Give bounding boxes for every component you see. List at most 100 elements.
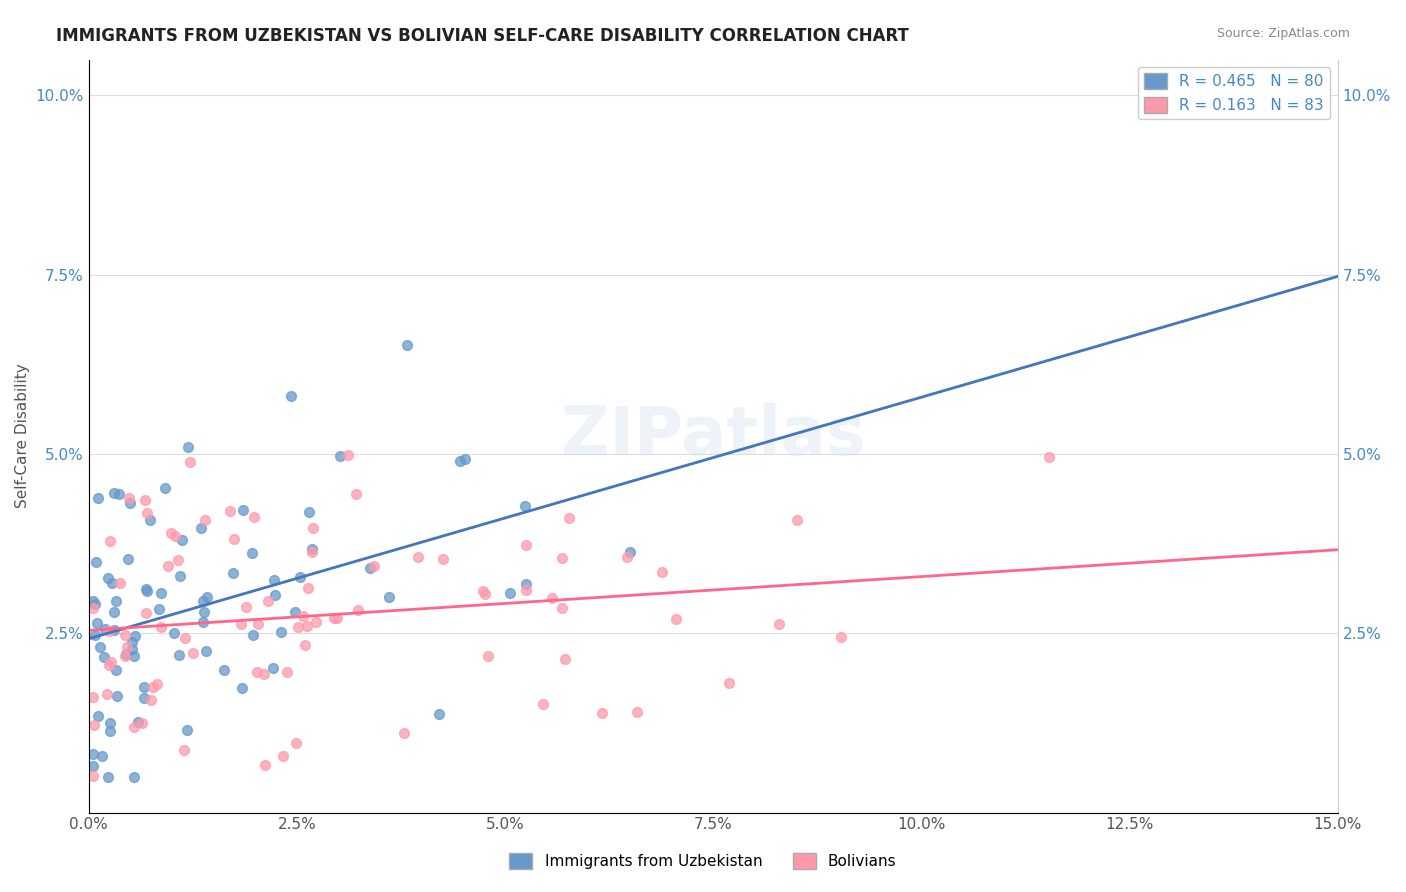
Point xyxy=(132,691,155,706)
Point xyxy=(427,707,450,722)
Point xyxy=(298,505,321,519)
Point xyxy=(163,528,186,542)
Point xyxy=(150,620,173,634)
Point xyxy=(194,512,217,526)
Point xyxy=(82,747,104,761)
Point xyxy=(117,640,139,654)
Point xyxy=(148,602,170,616)
Point xyxy=(224,532,246,546)
Point xyxy=(377,591,399,605)
Point xyxy=(515,583,537,598)
Point xyxy=(134,492,156,507)
Point xyxy=(118,496,141,510)
Point xyxy=(344,487,367,501)
Point xyxy=(194,644,217,658)
Point xyxy=(146,677,169,691)
Point xyxy=(301,545,323,559)
Point xyxy=(219,504,242,518)
Point xyxy=(121,641,143,656)
Point xyxy=(89,640,111,654)
Point xyxy=(163,626,186,640)
Point xyxy=(515,576,537,591)
Point xyxy=(193,605,215,619)
Point xyxy=(176,723,198,738)
Point xyxy=(93,650,115,665)
Point xyxy=(195,590,218,604)
Point xyxy=(271,749,294,764)
Point xyxy=(301,541,323,556)
Point xyxy=(229,617,252,632)
Point xyxy=(142,680,165,694)
Point xyxy=(98,533,121,548)
Point xyxy=(432,552,454,566)
Point xyxy=(276,665,298,680)
Point xyxy=(285,736,308,750)
Point xyxy=(94,622,117,636)
Point xyxy=(1038,450,1060,464)
Point xyxy=(135,607,157,621)
Point xyxy=(257,594,280,608)
Point xyxy=(108,576,131,591)
Point xyxy=(84,555,107,569)
Point xyxy=(291,608,314,623)
Point xyxy=(449,453,471,467)
Point xyxy=(363,559,385,574)
Point xyxy=(174,632,197,646)
Point xyxy=(474,587,496,601)
Text: IMMIGRANTS FROM UZBEKISTAN VS BOLIVIAN SELF-CARE DISABILITY CORRELATION CHART: IMMIGRANTS FROM UZBEKISTAN VS BOLIVIAN S… xyxy=(56,27,910,45)
Point xyxy=(115,647,138,661)
Point xyxy=(82,594,104,608)
Point xyxy=(103,624,125,638)
Point xyxy=(253,757,276,772)
Point xyxy=(619,545,641,559)
Point xyxy=(665,612,688,626)
Point xyxy=(288,569,311,583)
Point xyxy=(235,600,257,615)
Point xyxy=(554,652,576,666)
Point xyxy=(325,610,347,624)
Point xyxy=(118,491,141,505)
Point xyxy=(247,617,270,632)
Point xyxy=(541,591,564,606)
Point xyxy=(768,617,790,632)
Point xyxy=(477,649,499,664)
Point xyxy=(167,553,190,567)
Point xyxy=(86,615,108,630)
Point xyxy=(454,452,477,467)
Point xyxy=(190,520,212,534)
Point xyxy=(551,601,574,615)
Point xyxy=(169,569,191,583)
Point xyxy=(222,566,245,581)
Point xyxy=(157,558,180,573)
Point xyxy=(98,716,121,731)
Point xyxy=(232,503,254,517)
Point xyxy=(101,576,124,591)
Point xyxy=(98,657,121,672)
Point xyxy=(191,615,214,629)
Point xyxy=(626,705,648,719)
Point xyxy=(616,549,638,564)
Point xyxy=(150,586,173,600)
Point xyxy=(270,624,292,639)
Point xyxy=(87,491,110,505)
Point xyxy=(122,770,145,784)
Point xyxy=(176,440,198,454)
Point xyxy=(304,615,326,629)
Point xyxy=(231,681,253,695)
Point xyxy=(396,338,419,352)
Point xyxy=(173,743,195,757)
Point xyxy=(139,693,162,707)
Point xyxy=(786,513,808,527)
Y-axis label: Self-Care Disability: Self-Care Disability xyxy=(15,364,30,508)
Point xyxy=(96,687,118,701)
Point xyxy=(191,593,214,607)
Point xyxy=(105,594,128,608)
Point xyxy=(100,656,122,670)
Point xyxy=(114,649,136,664)
Point xyxy=(159,526,181,541)
Point xyxy=(591,706,613,720)
Point xyxy=(98,724,121,739)
Point xyxy=(121,635,143,649)
Point xyxy=(124,629,146,643)
Point xyxy=(329,449,352,463)
